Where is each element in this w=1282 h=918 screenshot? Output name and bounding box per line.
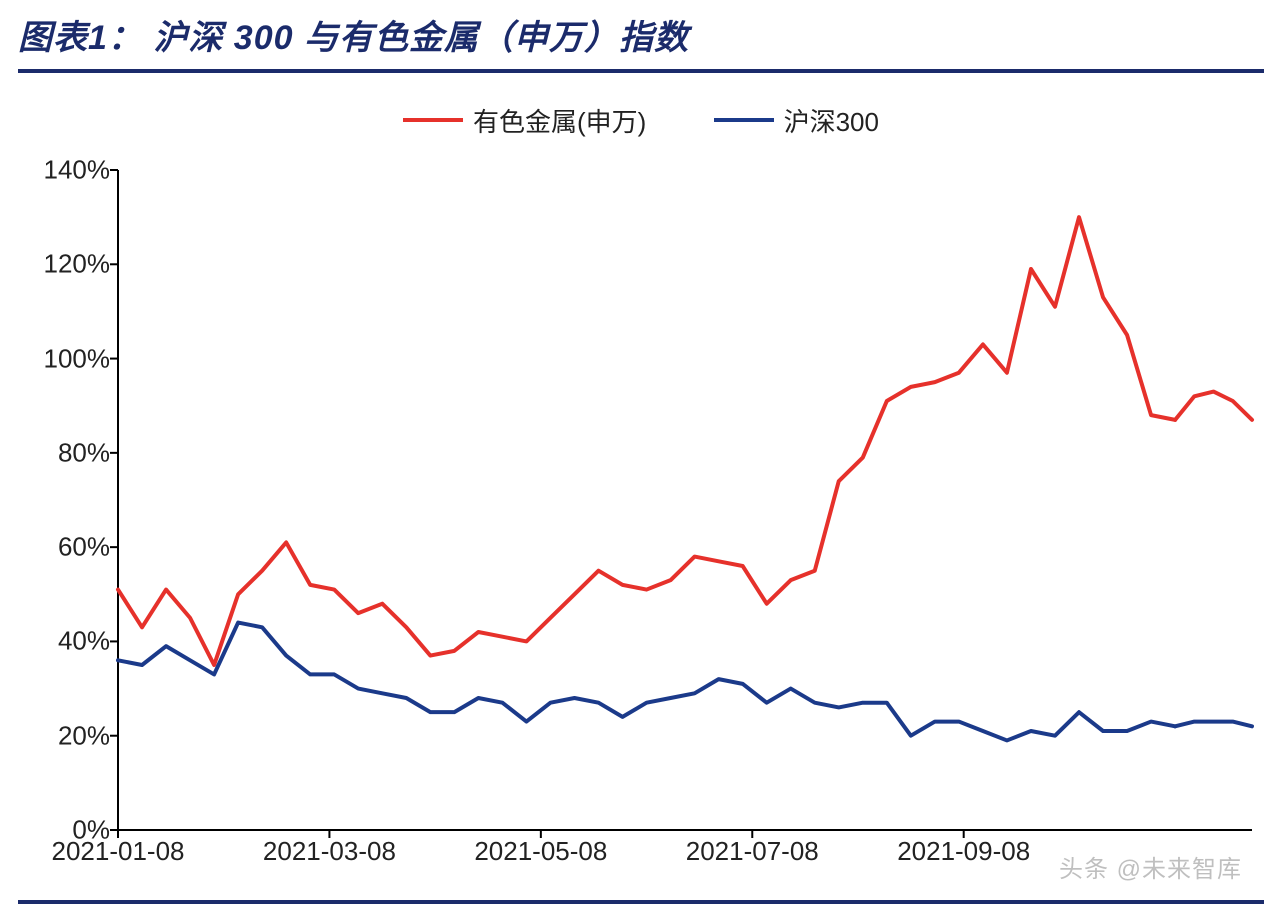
x-tick-label: 2021-03-08	[263, 830, 396, 867]
y-tick-label: 20%	[58, 720, 118, 751]
x-tick-label: 2021-01-08	[52, 830, 185, 867]
y-tick-label: 40%	[58, 626, 118, 657]
legend-label-1: 有色金属(申万)	[473, 102, 646, 139]
legend: 有色金属(申万) 沪深300	[0, 98, 1282, 139]
plot-svg	[118, 170, 1252, 830]
legend-swatch-1	[403, 118, 463, 122]
y-tick-label: 100%	[44, 343, 119, 374]
chart-title: 图表1： 沪深 300 与有色金属（申万）指数	[18, 10, 1264, 59]
legend-swatch-2	[714, 118, 774, 122]
legend-label-2: 沪深300	[784, 102, 879, 139]
plot-area: 0%20%40%60%80%100%120%140%2021-01-082021…	[118, 170, 1252, 830]
x-tick-label: 2021-05-08	[474, 830, 607, 867]
y-tick-label: 120%	[44, 249, 119, 280]
chart-container: 图表1： 沪深 300 与有色金属（申万）指数 有色金属(申万) 沪深300 0…	[0, 0, 1282, 918]
x-tick-label: 2021-09-08	[897, 830, 1030, 867]
y-tick-label: 60%	[58, 532, 118, 563]
bottom-rule	[18, 900, 1264, 904]
y-tick-label: 80%	[58, 437, 118, 468]
legend-item-series-2: 沪深300	[714, 102, 879, 139]
title-bar: 图表1： 沪深 300 与有色金属（申万）指数	[18, 10, 1264, 73]
y-tick-label: 140%	[44, 155, 119, 186]
plot-wrap: 0%20%40%60%80%100%120%140%2021-01-082021…	[20, 150, 1262, 888]
x-tick-label: 2021-07-08	[686, 830, 819, 867]
legend-item-series-1: 有色金属(申万)	[403, 102, 646, 139]
title-underline	[18, 69, 1264, 73]
